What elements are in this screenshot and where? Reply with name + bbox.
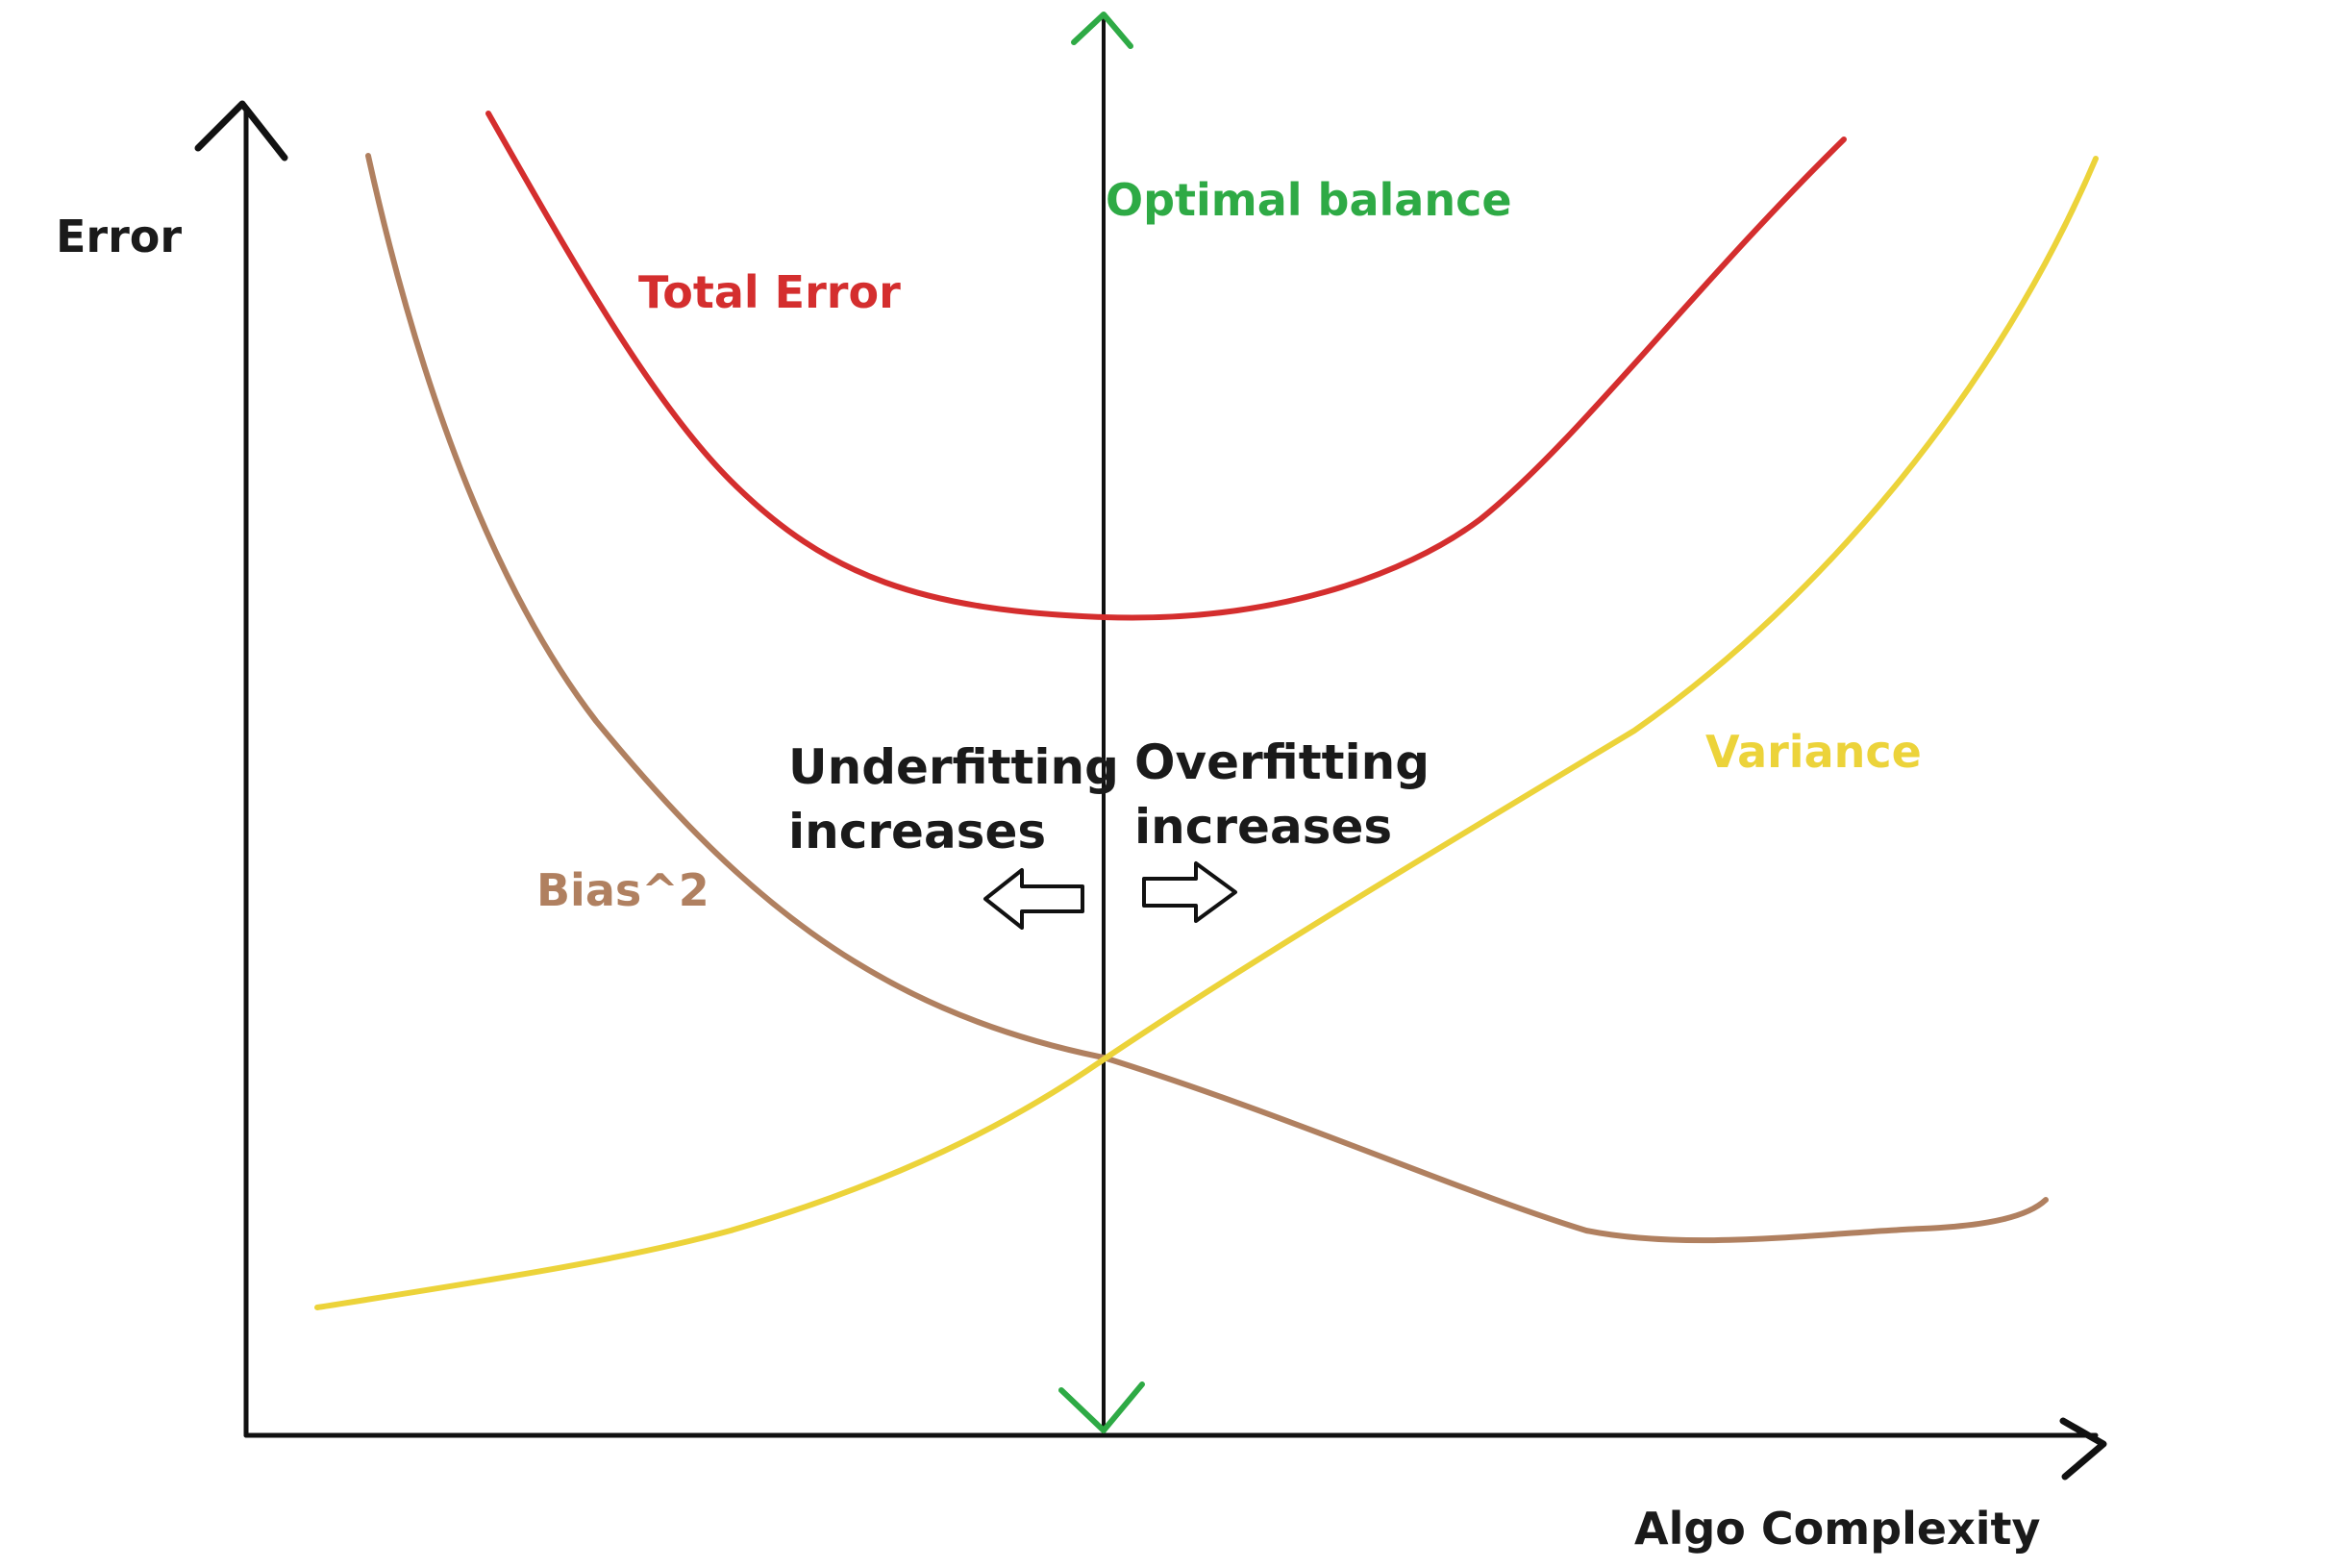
y-axis-arrowhead-icon [194,100,288,162]
optimal-balance-marker [1058,12,1145,1433]
underfitting-label-line1: Underfitting [788,739,1119,795]
overfitting-label-line2: increases [1134,799,1392,855]
y-axis-label: Error [56,211,182,262]
bias-squared-label: Bias^2 [536,864,709,916]
variance-curve [314,156,2099,1310]
bias-squared-curve [365,153,2049,1244]
total-error-label: Total Error [638,266,901,318]
left-arrow-icon [983,868,1084,930]
down-arrow-icon [1058,1381,1145,1433]
x-axis-arrowhead-icon [2059,1417,2107,1481]
x-axis-label: Algo Complexity [1634,1503,2041,1555]
up-arrow-icon [1071,12,1133,49]
right-arrow-icon [1142,861,1237,923]
variance-label: Variance [1705,726,1922,778]
optimal-balance-label: Optimal balance [1106,174,1512,226]
underfitting-label-line2: increases [788,804,1046,859]
overfitting-label-line1: Overfitting [1134,734,1430,790]
total-error-curve [485,111,1847,621]
axes [194,100,2107,1481]
